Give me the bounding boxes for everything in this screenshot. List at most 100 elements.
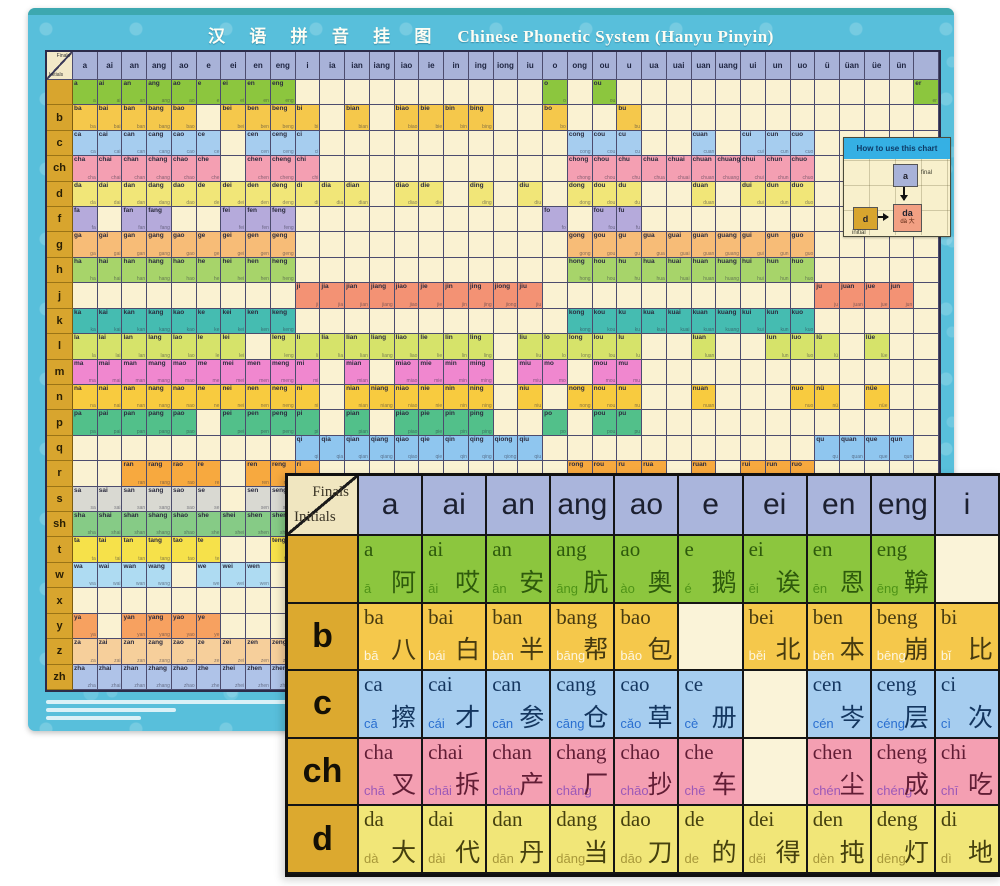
- empty-cell: [345, 257, 370, 284]
- syllable-cell: li li: [295, 334, 321, 360]
- syllable-subtext: hun: [780, 276, 789, 283]
- syllable-subtext: chuan: [700, 174, 715, 181]
- syllable-subtext: chuo: [802, 174, 814, 181]
- syllable-cell: pai pai: [97, 410, 123, 436]
- syllable-subtext: chua: [653, 174, 665, 181]
- empty-cell: [97, 207, 123, 233]
- syllable-subtext: guan: [703, 250, 715, 257]
- syllable-cell: qiu qiu: [518, 435, 544, 462]
- inset-syllable-cell: dai dài 代: [423, 806, 488, 874]
- syllable-subtext: dei: [237, 200, 245, 207]
- inset-syllable-cell: dan dān 丹: [487, 806, 552, 874]
- inset-syllable-text: beng: [876, 604, 918, 629]
- syllable-subtext: pang: [158, 428, 170, 435]
- final-header-cell: o: [543, 52, 568, 80]
- empty-cell: [394, 207, 420, 233]
- inset-syllable-text: bai: [428, 604, 454, 629]
- inset-syllable-cell: de de 的: [679, 806, 744, 874]
- empty-cell: [419, 130, 445, 157]
- syllable-cell: bing bing: [468, 105, 494, 131]
- empty-cell: [147, 283, 172, 309]
- syllable-cell: fo fo: [543, 207, 568, 233]
- syllable-text: jun: [890, 283, 901, 291]
- empty-cell: [171, 588, 197, 614]
- syllable-cell: qi qi: [295, 435, 321, 462]
- syllable-text: jia: [321, 283, 329, 291]
- syllable-text: dong: [568, 181, 585, 189]
- inset-character-text: 阿: [391, 569, 417, 597]
- inset-syllable-text: can: [492, 672, 522, 697]
- inset-character-text: 诶: [775, 569, 801, 597]
- syllable-text: long: [568, 334, 583, 342]
- inset-final-header-cell: an: [487, 476, 552, 536]
- syllable-text: hua: [643, 257, 655, 265]
- syllable-text: teng: [271, 537, 286, 545]
- syllable-cell: hou hou: [592, 257, 618, 284]
- empty-cell: [543, 156, 568, 182]
- syllable-cell: ming ming: [468, 359, 494, 385]
- empty-cell: [642, 80, 667, 106]
- empty-cell: [320, 257, 346, 284]
- syllable-text: hui: [742, 257, 752, 265]
- syllable-text: ling: [469, 334, 482, 342]
- syllable-subtext: pan: [136, 428, 146, 435]
- empty-cell: [889, 384, 915, 411]
- syllable-subtext: ding: [482, 200, 492, 207]
- final-header-cell: ang: [147, 52, 172, 80]
- syllable-cell: gen gen: [246, 232, 271, 258]
- syllable-text: ta: [74, 537, 80, 545]
- syllable-cell: nai nai: [97, 384, 123, 411]
- syllable-subtext: kong: [579, 327, 591, 334]
- syllable-subtext: gong: [579, 250, 591, 257]
- syllable-text: mei: [222, 359, 234, 367]
- syllable-cell: ding ding: [468, 181, 494, 208]
- empty-cell: [765, 435, 791, 462]
- syllable-text: quan: [841, 435, 857, 443]
- syllable-subtext: wai: [112, 581, 121, 588]
- initial-label-cell: zh: [47, 664, 73, 690]
- syllable-subtext: hong: [579, 276, 591, 283]
- syllable-text: hun: [766, 257, 779, 265]
- syllable-subtext: se: [214, 505, 220, 512]
- empty-cell: [716, 105, 742, 131]
- initial-label-cell: c: [47, 130, 73, 157]
- syllable-subtext: za: [90, 657, 96, 664]
- empty-cell: [369, 257, 395, 284]
- empty-cell: [493, 156, 519, 182]
- initials-corner-label: Initials: [49, 72, 64, 78]
- syllable-subtext: zei: [237, 657, 245, 664]
- syllable-text: ni: [296, 384, 303, 392]
- syllable-subtext: chu: [632, 174, 641, 181]
- empty-cell: [518, 232, 544, 258]
- syllable-subtext: nan: [136, 403, 146, 410]
- syllable-text: tai: [98, 537, 107, 545]
- syllable-cell: zhao zhao: [171, 664, 197, 690]
- syllable-subtext: huo: [804, 276, 814, 283]
- syllable-subtext: da: [90, 200, 96, 207]
- inset-character-text: 册: [711, 704, 737, 732]
- syllable-subtext: keng: [282, 327, 294, 334]
- syllable-text: ba: [74, 105, 82, 113]
- empty-cell: [666, 410, 692, 436]
- syllable-text: kun: [766, 308, 779, 316]
- syllable-cell: bo bo: [543, 105, 568, 131]
- inset-finals-label: Finals: [312, 484, 349, 500]
- syllable-text: gang: [148, 232, 164, 240]
- syllable-text: nu: [618, 384, 627, 392]
- syllable-subtext: kai: [114, 327, 121, 334]
- syllable-text: na: [74, 384, 82, 392]
- syllable-subtext: jiu: [536, 301, 542, 308]
- inset-character-text: 崩: [903, 637, 929, 665]
- syllable-text: zhang: [148, 664, 167, 672]
- syllable-subtext: nai: [113, 403, 121, 410]
- syllable-cell: que que: [864, 435, 890, 462]
- syllable-cell: pie pie: [419, 410, 445, 436]
- syllable-cell: che che: [196, 156, 222, 182]
- syllable-cell: deng deng: [270, 181, 296, 208]
- inset-pinyin-text: ān: [492, 580, 507, 596]
- syllable-subtext: niang: [380, 403, 393, 410]
- legend-final-label: final: [921, 170, 933, 176]
- syllable-subtext: cui: [757, 149, 764, 156]
- empty-cell: [864, 80, 890, 106]
- syllable-cell: cang cang: [147, 130, 172, 157]
